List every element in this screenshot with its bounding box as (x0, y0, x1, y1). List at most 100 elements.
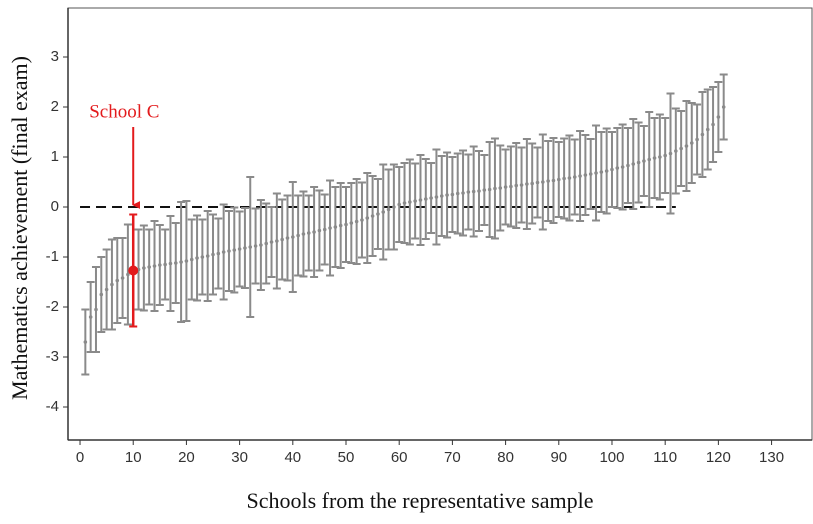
point (525, 182, 529, 186)
point (168, 261, 173, 266)
point (450, 192, 455, 197)
point (530, 181, 534, 186)
point (216, 251, 221, 256)
point (386, 207, 391, 212)
point (679, 146, 683, 151)
point (604, 169, 609, 173)
point (126, 272, 130, 277)
point (588, 172, 593, 176)
point (280, 237, 284, 242)
point (88, 315, 93, 319)
point (205, 254, 210, 258)
point (439, 194, 444, 198)
point (631, 162, 636, 166)
point (413, 199, 417, 203)
point (541, 180, 545, 184)
point (110, 282, 114, 287)
point (647, 157, 652, 162)
point (610, 167, 614, 172)
point (567, 176, 572, 180)
point (572, 175, 577, 179)
point (184, 259, 189, 263)
point (461, 191, 465, 195)
point (658, 155, 662, 159)
point (471, 189, 476, 194)
point (243, 246, 247, 250)
point (237, 247, 242, 251)
x-tick-label: 50 (338, 449, 355, 466)
point (498, 186, 503, 190)
point (200, 255, 205, 259)
x-tick-label: 90 (550, 449, 567, 466)
point (466, 190, 471, 194)
point (455, 191, 460, 196)
point (684, 144, 689, 148)
point (423, 197, 428, 201)
y-tick-label: 1 (51, 148, 59, 165)
point (705, 127, 710, 132)
x-tick-label: 130 (759, 449, 784, 466)
point (104, 287, 109, 292)
x-tick-label: 40 (284, 449, 301, 466)
point (173, 261, 178, 265)
y-tick-label: -2 (46, 298, 59, 315)
point (128, 265, 139, 276)
point (663, 153, 667, 158)
point (253, 244, 258, 248)
x-tick-label: 80 (497, 449, 514, 466)
point (652, 156, 657, 160)
point (338, 223, 343, 228)
point (142, 266, 146, 270)
point (376, 212, 380, 216)
point (189, 257, 194, 262)
point (147, 265, 151, 269)
point (317, 228, 322, 233)
point (392, 205, 396, 209)
point (163, 262, 167, 267)
point (636, 160, 641, 165)
point (551, 178, 556, 183)
y-tick-label: -4 (46, 398, 59, 415)
point (259, 243, 263, 247)
point (482, 188, 487, 192)
x-tick-label: 70 (444, 449, 461, 466)
point (695, 137, 699, 142)
point (599, 170, 604, 174)
x-tick-label: 30 (231, 449, 248, 466)
point (514, 183, 519, 188)
point (434, 195, 439, 199)
point (275, 239, 279, 243)
point (509, 184, 513, 189)
annotation: School C (89, 101, 159, 122)
point (487, 187, 492, 192)
point (120, 276, 125, 280)
point (626, 163, 630, 168)
point (94, 307, 98, 312)
point (370, 214, 375, 218)
point (546, 179, 550, 183)
point (429, 196, 433, 200)
point (700, 132, 705, 137)
y-tick-label: 3 (51, 48, 59, 65)
point (306, 231, 311, 235)
point (152, 264, 157, 268)
point (594, 171, 598, 175)
point (397, 202, 401, 207)
point (642, 159, 646, 163)
point (562, 176, 566, 181)
point (269, 240, 274, 244)
point (535, 180, 540, 185)
y-tick-label: -1 (46, 248, 59, 265)
point (83, 340, 88, 344)
x-tick-label: 60 (391, 449, 408, 466)
point (360, 218, 364, 222)
point (477, 189, 481, 193)
point (402, 201, 407, 205)
point (503, 185, 508, 189)
point (291, 235, 295, 239)
point (99, 292, 104, 297)
point (211, 252, 215, 257)
point (689, 141, 694, 145)
x-tick-label: 100 (599, 449, 624, 466)
